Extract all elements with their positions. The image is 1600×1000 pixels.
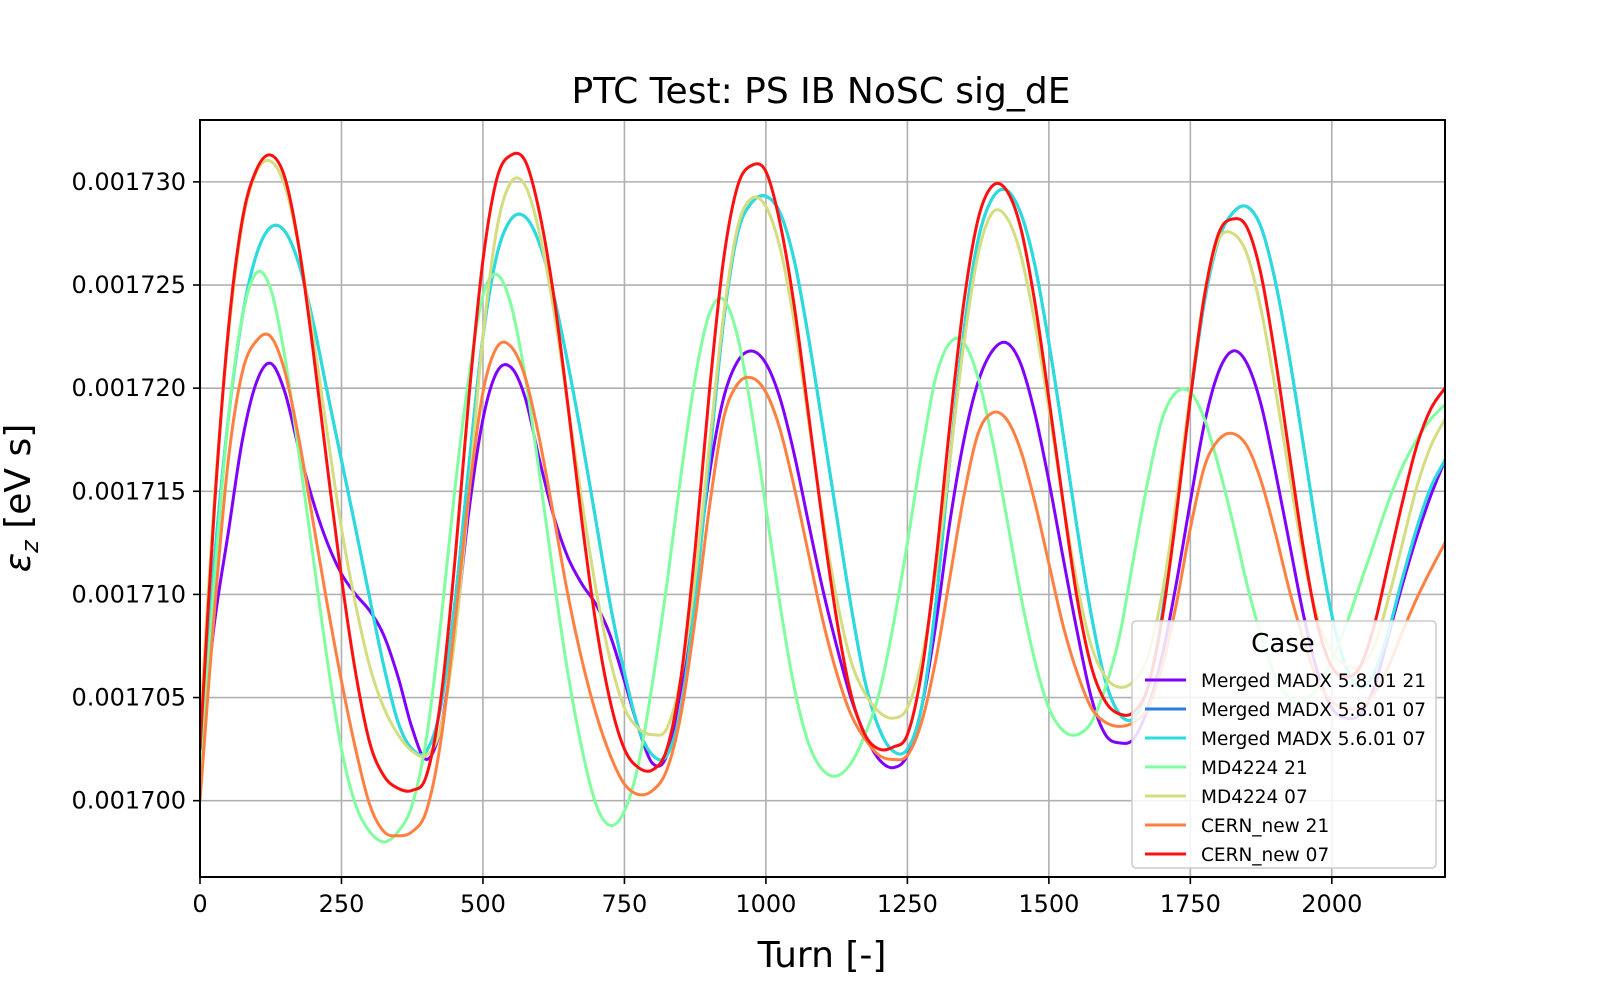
y-tick-label: 0.001730 (71, 168, 186, 196)
legend-entry: CERN_new 21 (1145, 816, 1329, 837)
x-tick-label: 250 (319, 890, 365, 918)
y-axis-ticks: 0.001700 0.001705 0.001710 0.001715 0.001720… (71, 168, 200, 815)
x-tick-label: 1750 (1160, 890, 1221, 918)
series-line-1 (200, 340, 1445, 770)
y-axis-label-unit: [eV s] (0, 424, 39, 541)
x-tick-label: 2000 (1301, 890, 1362, 918)
y-axis-label-subscript: z (16, 539, 44, 554)
y-axis-label-symbol: ε (0, 553, 39, 572)
legend-box (1131, 620, 1437, 869)
x-tick-label: 1000 (735, 890, 796, 918)
plot-series (200, 151, 1445, 844)
x-axis-ticks: 0 250 500 750 1000 1250 1500 1750 2000 (192, 877, 1362, 918)
y-tick-label: 0.001710 (71, 580, 186, 608)
x-tick-label: 0 (192, 890, 207, 918)
x-tick-label: 1250 (877, 890, 938, 918)
y-axis-label: εz [eV s] (0, 424, 44, 573)
legend-entries: Merged MADX 5.8.01 21 Merged MADX 5.8.01 … (1145, 671, 1426, 866)
y-tick-label: 0.001720 (71, 374, 186, 402)
legend-label: Merged MADX 5.8.01 21 (1201, 671, 1426, 692)
y-tick-label: 0.001700 (71, 787, 186, 815)
series-line-3 (200, 187, 1445, 762)
plot-frame (199, 119, 1446, 878)
legend-entry: MD4224 21 (1145, 758, 1308, 779)
x-tick-label: 500 (460, 890, 506, 918)
y-tick-label: 0.001705 (71, 684, 186, 712)
chart-title: PTC Test: PS IB NoSC sig_dE (572, 71, 1071, 112)
legend-entry: Merged MADX 5.8.01 07 (1145, 700, 1426, 721)
legend-label: CERN_new 07 (1201, 845, 1329, 866)
legend-entry: MD4224 07 (1145, 787, 1308, 808)
x-tick-label: 1500 (1018, 890, 1079, 918)
y-tick-label: 0.001725 (71, 271, 186, 299)
legend-entry: CERN_new 07 (1145, 845, 1329, 866)
legend-label: MD4224 21 (1201, 758, 1308, 779)
legend-label: Merged MADX 5.8.01 07 (1201, 700, 1426, 721)
x-axis-label: Turn [-] (757, 935, 887, 976)
series-line-4 (200, 269, 1445, 844)
legend-label: CERN_new 21 (1201, 816, 1329, 837)
x-tick-label: 750 (602, 890, 648, 918)
legend-label: MD4224 07 (1201, 787, 1308, 808)
legend-label: Merged MADX 5.6.01 07 (1201, 729, 1426, 750)
y-tick-label: 0.001715 (71, 477, 186, 505)
legend-title: Case (1251, 629, 1315, 659)
legend-entry: Merged MADX 5.8.01 21 (1145, 671, 1426, 692)
legend-entry: Merged MADX 5.6.01 07 (1145, 729, 1426, 750)
series-line-7 (200, 151, 1445, 793)
series-line-6 (200, 332, 1445, 838)
